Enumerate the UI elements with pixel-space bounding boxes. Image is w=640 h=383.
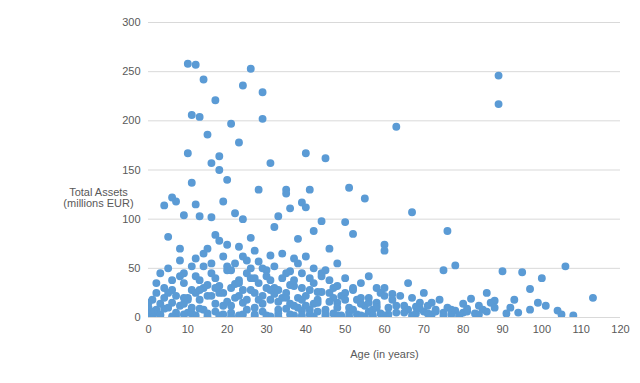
svg-text:250: 250 — [122, 65, 140, 77]
svg-text:120: 120 — [611, 323, 629, 335]
svg-text:60: 60 — [378, 323, 390, 335]
svg-text:0: 0 — [145, 323, 151, 335]
svg-text:10: 10 — [182, 323, 194, 335]
svg-text:100: 100 — [533, 323, 551, 335]
svg-text:200: 200 — [122, 114, 140, 126]
svg-text:40: 40 — [300, 323, 312, 335]
svg-text:0: 0 — [134, 311, 140, 323]
svg-text:50: 50 — [339, 323, 351, 335]
svg-text:70: 70 — [418, 323, 430, 335]
svg-text:110: 110 — [572, 323, 590, 335]
svg-text:50: 50 — [128, 262, 140, 274]
svg-text:Total Assets(millions EUR): Total Assets(millions EUR) — [63, 186, 133, 209]
svg-text:100: 100 — [122, 213, 140, 225]
svg-text:150: 150 — [122, 164, 140, 176]
svg-text:300: 300 — [122, 16, 140, 28]
svg-text:90: 90 — [496, 323, 508, 335]
svg-text:80: 80 — [457, 323, 469, 335]
svg-text:20: 20 — [221, 323, 233, 335]
svg-text:Age (in years): Age (in years) — [350, 348, 418, 360]
svg-text:30: 30 — [260, 323, 272, 335]
